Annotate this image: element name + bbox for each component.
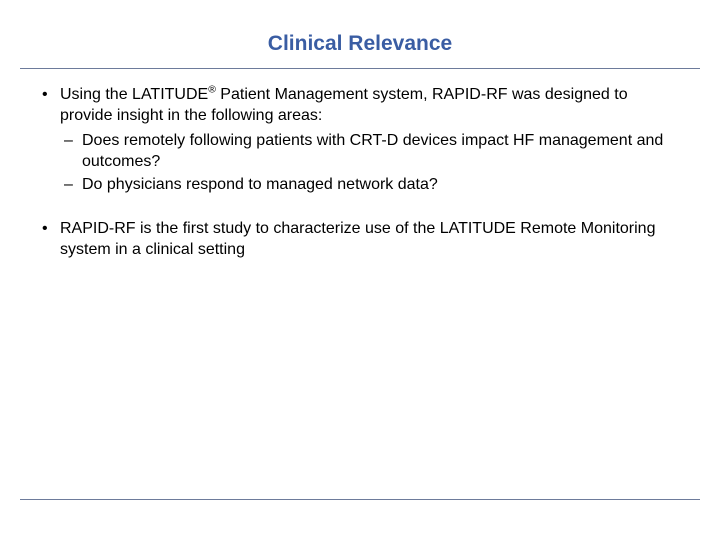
registered-mark: ®: [208, 85, 216, 96]
sub-bullet-item: Does remotely following patients with CR…: [38, 130, 682, 172]
bullet-text: RAPID-RF is the first study to character…: [60, 220, 655, 258]
bullet-text: Using the LATITUDE: [60, 86, 208, 103]
bullet-text: Does remotely following patients with CR…: [82, 132, 663, 170]
bullet-text: Do physicians respond to managed network…: [82, 176, 438, 193]
content-area: Using the LATITUDE® Patient Management s…: [38, 84, 682, 264]
footer-rule: [20, 499, 700, 500]
slide: Clinical Relevance Using the LATITUDE® P…: [0, 0, 720, 540]
bullet-item: RAPID-RF is the first study to character…: [38, 218, 682, 260]
slide-title: Clinical Relevance: [0, 32, 720, 56]
sub-bullet-item: Do physicians respond to managed network…: [38, 174, 682, 195]
bullet-item: Using the LATITUDE® Patient Management s…: [38, 84, 682, 126]
title-underline: [20, 68, 700, 69]
swoosh-outer: [0, 0, 160, 10]
spacer: [38, 198, 682, 218]
